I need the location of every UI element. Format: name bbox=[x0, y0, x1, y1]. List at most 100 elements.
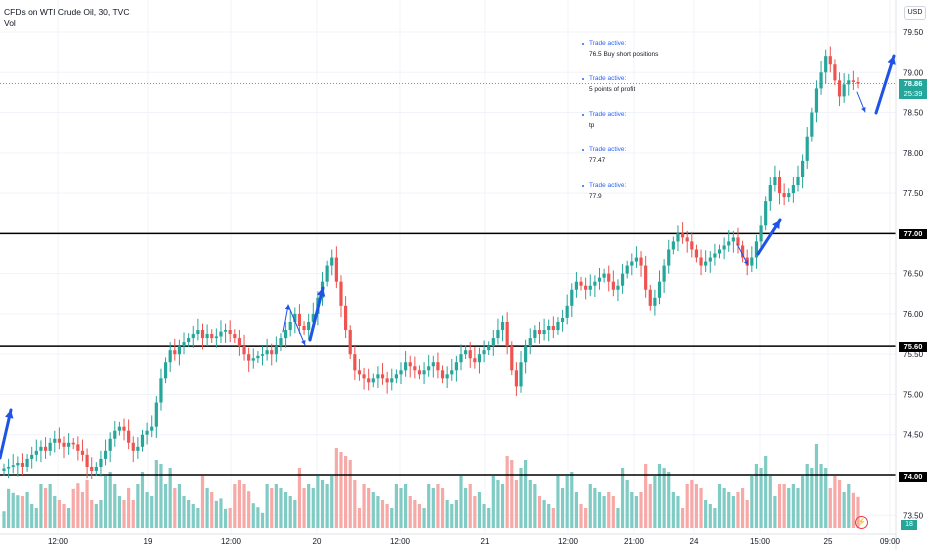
candle-body bbox=[380, 374, 385, 379]
time-tick-label: 09:00 bbox=[880, 537, 901, 546]
volume-bar bbox=[639, 492, 643, 528]
volume-bar bbox=[210, 492, 214, 528]
candle-body bbox=[367, 378, 371, 383]
candle-body bbox=[791, 185, 795, 194]
candle-body bbox=[754, 241, 759, 258]
volume-bar bbox=[150, 496, 154, 528]
volume-bar bbox=[671, 492, 675, 528]
candle-body bbox=[427, 366, 431, 371]
candle-body bbox=[653, 297, 657, 306]
candle-body bbox=[717, 249, 722, 254]
thin-arrow-icon-head bbox=[861, 107, 866, 112]
candle-body bbox=[588, 285, 592, 290]
volume-bar bbox=[694, 484, 699, 528]
candle-body bbox=[417, 370, 422, 375]
volume-bar bbox=[247, 491, 251, 528]
candle-body bbox=[644, 265, 648, 290]
volume-bar bbox=[136, 484, 140, 528]
volume-bar bbox=[30, 504, 34, 528]
volume-bar bbox=[431, 488, 435, 528]
lightning-icon[interactable]: ⚡ bbox=[855, 516, 868, 529]
volume-bar bbox=[34, 508, 38, 528]
price-tick-label: 79.50 bbox=[903, 28, 924, 37]
candle-body bbox=[293, 313, 297, 322]
candle-body bbox=[260, 354, 265, 356]
chart-header: CFDs on WTI Crude Oil, 30, TVC Vol bbox=[4, 7, 129, 29]
volume-bar bbox=[805, 464, 809, 528]
candle-body bbox=[117, 426, 122, 431]
candle-body bbox=[731, 237, 735, 242]
level-tag-77: 77.00 bbox=[899, 229, 927, 239]
volume-bar bbox=[348, 460, 352, 528]
candle-body bbox=[736, 237, 740, 246]
volume-bar bbox=[127, 488, 131, 528]
candle-body bbox=[247, 354, 251, 361]
volume-bar bbox=[408, 496, 412, 528]
volume-bar bbox=[380, 500, 385, 528]
candle-body bbox=[80, 450, 85, 455]
bull-arrow-icon-head bbox=[887, 56, 896, 65]
volume-bar bbox=[122, 500, 126, 528]
volume-bar bbox=[653, 476, 657, 528]
volume-bar bbox=[103, 476, 108, 528]
volume-bar bbox=[584, 508, 588, 528]
volume-bar bbox=[371, 492, 375, 528]
bull-arrow-icon-head bbox=[5, 410, 14, 419]
candle-body bbox=[140, 434, 145, 447]
candle-body bbox=[722, 245, 726, 250]
candle-body bbox=[662, 265, 666, 282]
currency-button[interactable]: USD bbox=[904, 6, 926, 20]
candle-body bbox=[533, 330, 537, 339]
candle-body bbox=[154, 402, 158, 427]
candle-body bbox=[2, 468, 6, 471]
candle-body bbox=[459, 354, 463, 363]
last-price-value: 78.86 bbox=[903, 79, 923, 88]
note-title: Trade active: bbox=[589, 146, 627, 153]
candle-body bbox=[824, 56, 828, 73]
volume-bar bbox=[828, 488, 832, 528]
candle-body bbox=[11, 465, 15, 467]
candle-body bbox=[270, 350, 274, 355]
volume-bar bbox=[801, 476, 805, 528]
candle-body bbox=[353, 354, 357, 371]
price-tick-label: 79.00 bbox=[903, 68, 924, 77]
volume-bar bbox=[722, 488, 726, 528]
volume-bar bbox=[436, 484, 440, 528]
volume-bar bbox=[736, 492, 740, 528]
bull-arrow-icon-head bbox=[316, 288, 326, 297]
volume-bar bbox=[94, 504, 98, 528]
candle-body bbox=[371, 378, 375, 383]
candle-body bbox=[570, 289, 574, 306]
candle-body bbox=[76, 444, 80, 451]
note-marker-icon bbox=[582, 78, 584, 80]
volume-bar bbox=[311, 488, 315, 528]
volume-bar bbox=[519, 468, 523, 528]
note-title: Trade active: bbox=[589, 75, 627, 82]
candle-body bbox=[639, 257, 643, 266]
candle-body bbox=[67, 442, 71, 447]
volume-bar bbox=[690, 480, 694, 528]
candle-body bbox=[376, 374, 380, 379]
candle-body bbox=[579, 281, 583, 286]
volume-bar bbox=[362, 484, 366, 528]
time-tick-label: 19 bbox=[144, 537, 153, 546]
candle-body bbox=[200, 330, 205, 339]
volume-bar bbox=[667, 472, 671, 528]
volume-bar bbox=[740, 488, 745, 528]
volume-bar bbox=[265, 484, 269, 528]
candle-body bbox=[482, 350, 486, 355]
candle-body bbox=[473, 358, 477, 363]
candle-body bbox=[182, 342, 186, 347]
symbol-title: CFDs on WTI Crude Oil, 30, TVC bbox=[4, 7, 130, 17]
candle-body bbox=[103, 450, 108, 459]
candle-body bbox=[302, 325, 306, 331]
candle-body bbox=[20, 462, 25, 467]
volume-bar bbox=[2, 511, 6, 528]
volume-bar bbox=[482, 504, 486, 528]
volume-bar bbox=[565, 476, 569, 528]
level-tag-7560: 75.60 bbox=[899, 342, 927, 352]
candle-body bbox=[34, 450, 38, 455]
volume-bar bbox=[67, 508, 71, 528]
volume-bar bbox=[468, 484, 472, 528]
